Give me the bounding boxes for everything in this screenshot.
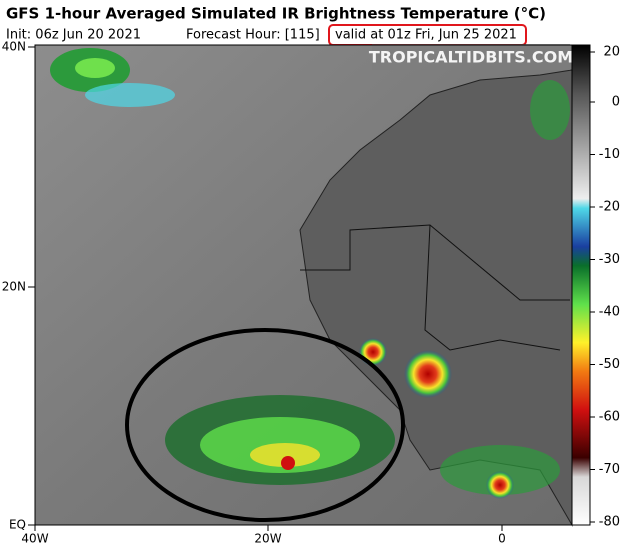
lon-label: 40W <box>21 532 48 546</box>
lat-label: 40N <box>2 40 26 54</box>
colorbar-label: -10 <box>599 147 620 162</box>
colorbar-label: -80 <box>599 515 620 530</box>
title: GFS 1-hour Averaged Simulated IR Brightn… <box>6 5 546 23</box>
colorbar-label: -40 <box>599 305 620 320</box>
map-area: TROPICALTIDBITS.COM <box>34 44 573 527</box>
highlight-ellipse <box>125 328 405 522</box>
valid-text: valid at 01z Fri, Jun 25 2021 <box>335 28 517 43</box>
lat-label: EQ <box>9 518 26 532</box>
lat-label: 20N <box>2 280 26 294</box>
init-text: Init: 06z Jun 20 2021 <box>6 28 141 43</box>
colorbar-label: -70 <box>599 462 620 477</box>
forecast-hour: Forecast Hour: [115] <box>186 28 320 43</box>
colorbar <box>571 44 591 526</box>
colorbar-label: -20 <box>599 200 620 215</box>
colorbar-label: -60 <box>599 410 620 425</box>
watermark: TROPICALTIDBITS.COM <box>369 48 573 67</box>
colorbar-label: 20 <box>603 45 620 60</box>
lon-label: 0 <box>498 532 506 546</box>
lon-label: 20W <box>254 532 281 546</box>
colorbar-label: -50 <box>599 357 620 372</box>
colorbar-label: -30 <box>599 252 620 267</box>
colorbar-label: 0 <box>612 95 620 110</box>
